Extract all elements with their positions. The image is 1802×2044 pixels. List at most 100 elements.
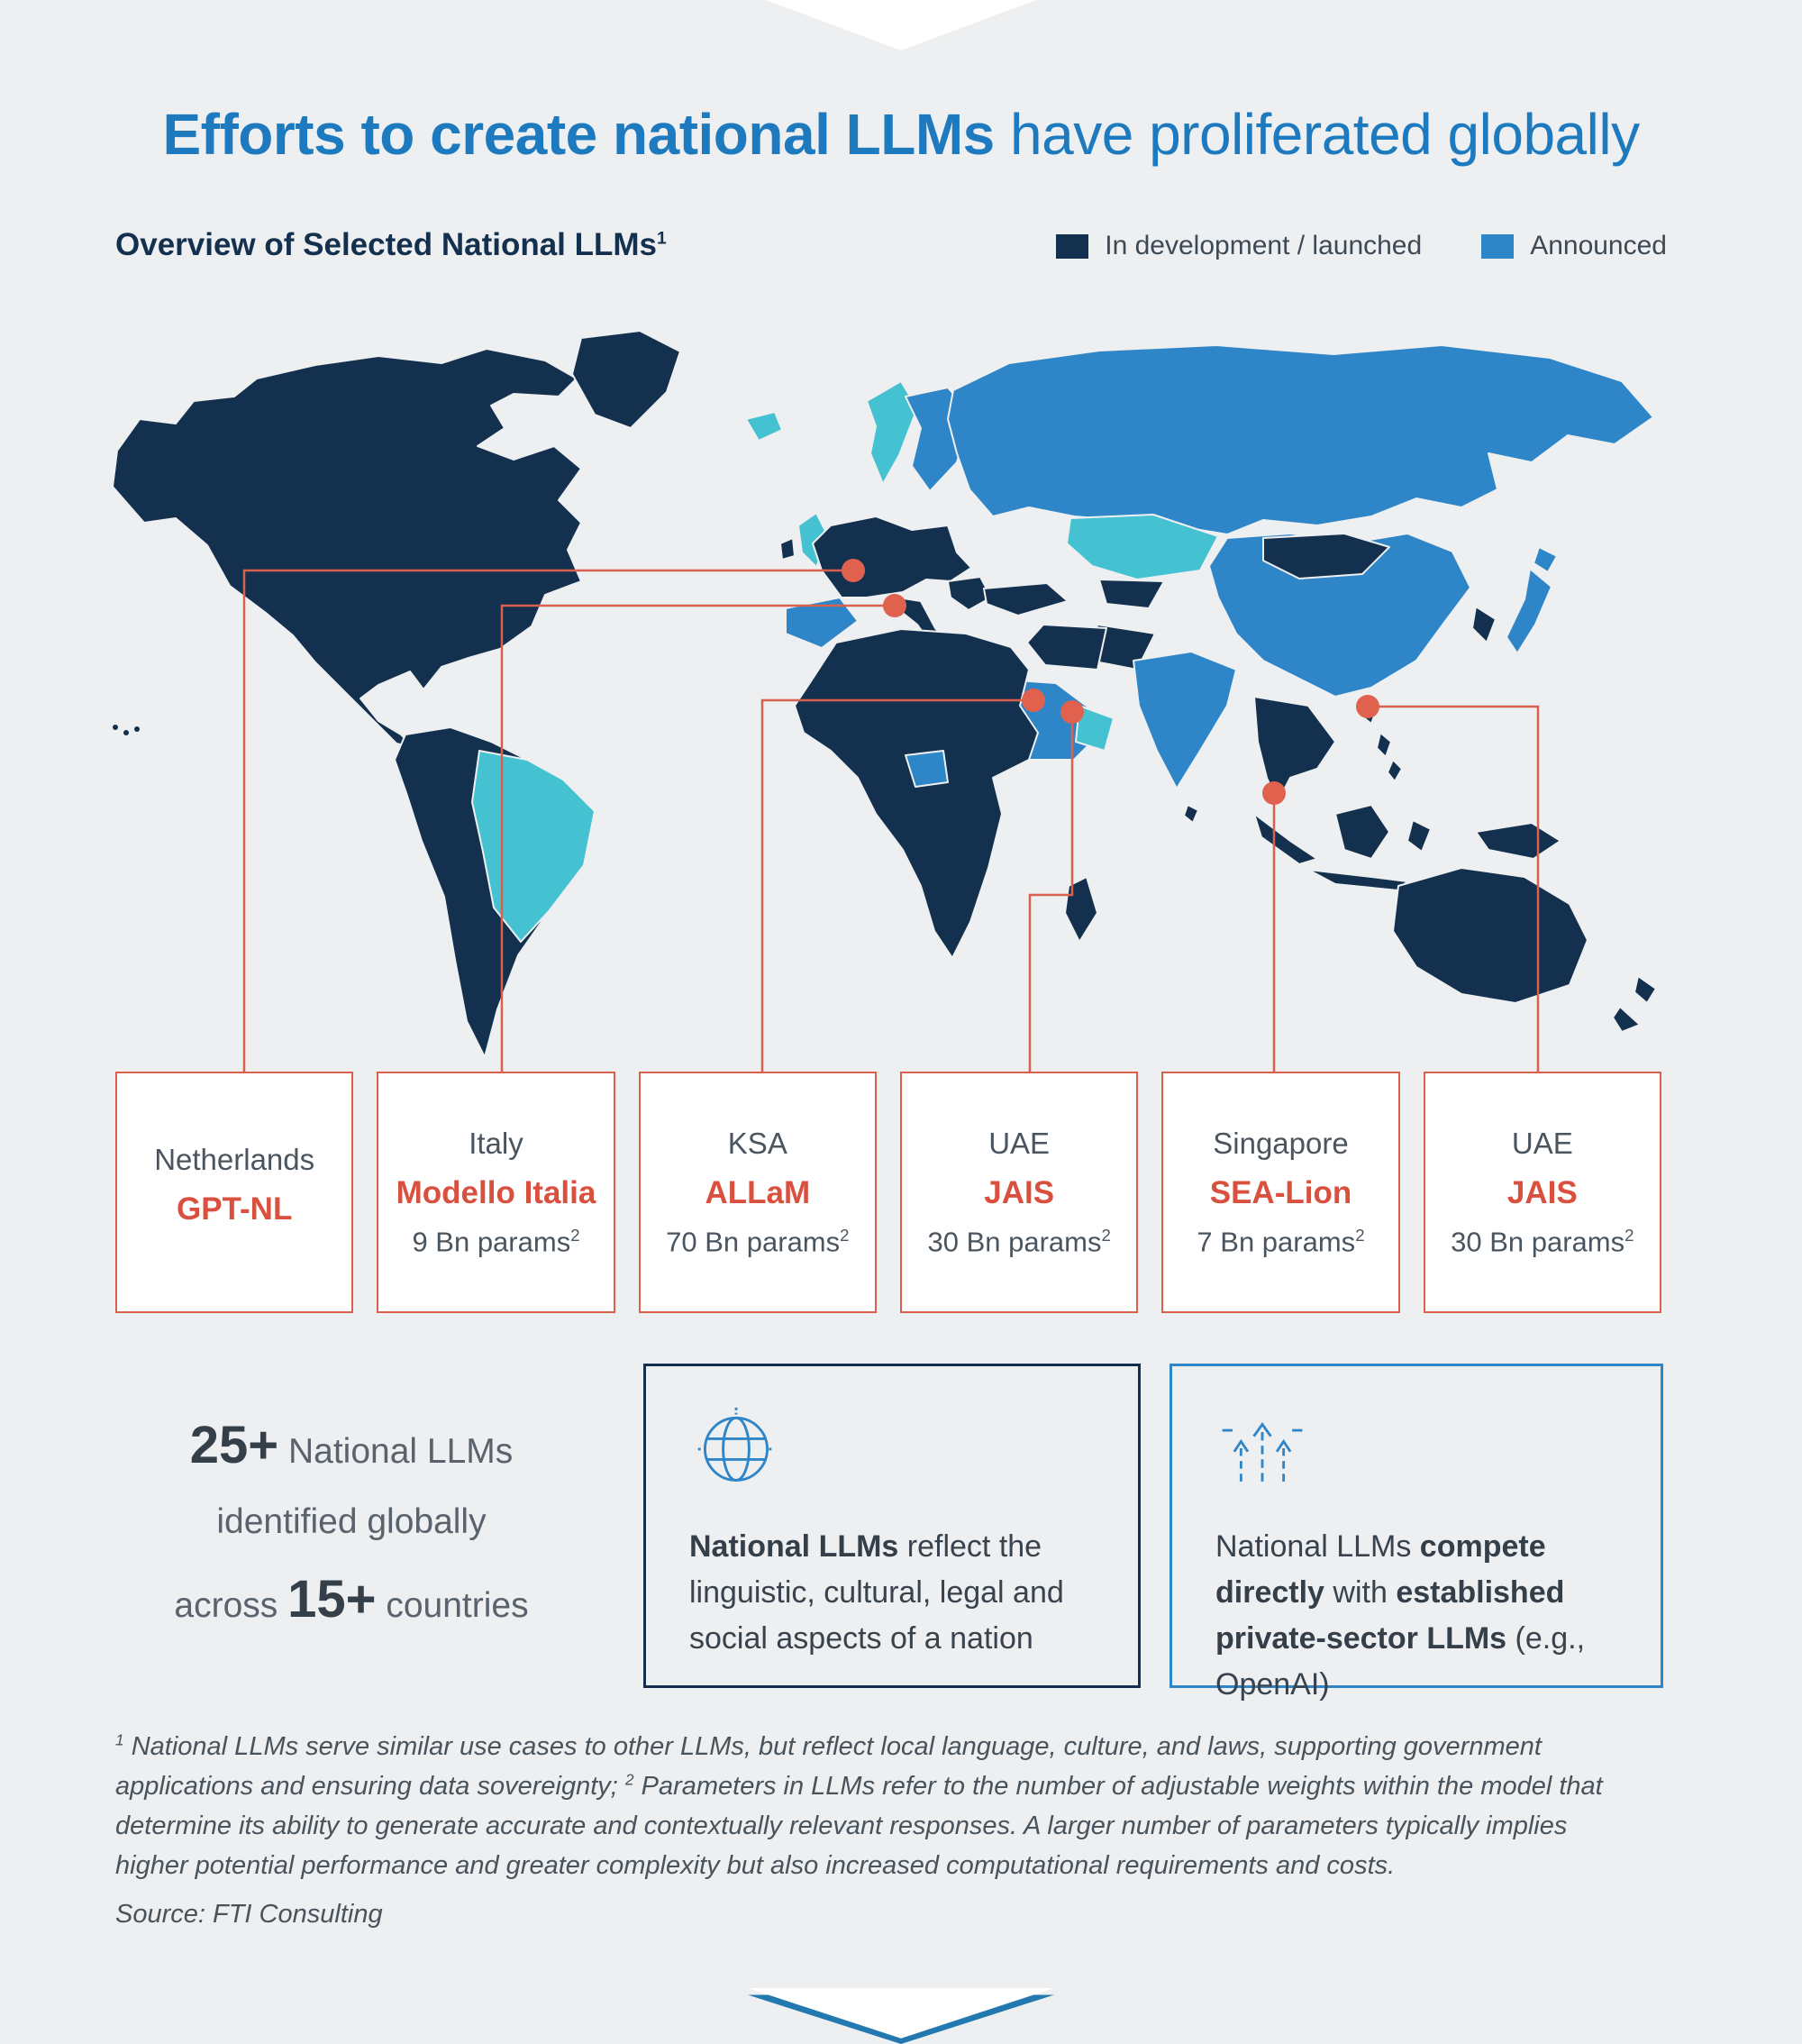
stat-countries-prefix: across: [174, 1586, 288, 1625]
callout-params: 30 Bn params2: [927, 1226, 1110, 1258]
map-marker-netherlands: [842, 559, 865, 582]
country-turkey: [983, 582, 1069, 616]
stat-countries-suffix: countries: [376, 1586, 529, 1625]
island-borneo: [1334, 804, 1390, 860]
info-text-reflect: National LLMs reflect the linguistic, cu…: [689, 1524, 1095, 1662]
callout-country: Netherlands: [154, 1143, 315, 1176]
country-north-america: [112, 348, 582, 749]
country-madagascar: [1064, 876, 1098, 943]
callout-params: 30 Bn params2: [1451, 1226, 1634, 1258]
footnote-2: Parameters in LLMs refer to the number o…: [115, 1772, 1603, 1881]
growth-arrows-icon: [1222, 1422, 1303, 1482]
island-dot: [123, 730, 129, 735]
callout-model: Modello Italia: [396, 1174, 596, 1210]
stat-llm-label: National LLMs: [287, 1432, 514, 1471]
island-dot: [134, 726, 140, 732]
callout-params: 9 Bn params2: [412, 1226, 579, 1258]
country-philippines: [1376, 732, 1392, 758]
stat-llm-count: 25+: [189, 1416, 279, 1474]
footnotes: 1 National LLMs serve similar use cases …: [115, 1727, 1611, 1934]
country-new-zealand-south: [1612, 1006, 1641, 1033]
callout-params: 7 Bn params2: [1197, 1226, 1364, 1258]
country-norway: [866, 380, 918, 485]
callout-country: UAE: [988, 1126, 1051, 1160]
island-java: [1307, 869, 1408, 891]
legend-swatch-announced: [1481, 233, 1515, 259]
info-text-compete-p2: with: [1324, 1575, 1397, 1610]
stat-country-count: 15+: [287, 1570, 377, 1629]
stats-line-3: across 15+ countries: [135, 1569, 568, 1629]
info-text-compete: National LLMs compete directly with esta…: [1215, 1524, 1617, 1708]
callout-params-text: 30 Bn params: [1451, 1226, 1625, 1258]
country-new-zealand-north: [1634, 975, 1657, 1004]
top-section-divider: [766, 0, 1036, 50]
country-philippines-south: [1387, 759, 1403, 782]
callout-params-footnote-marker: 2: [840, 1225, 850, 1245]
callout-country: UAE: [1511, 1126, 1573, 1160]
region-southeast-asia: [1253, 696, 1336, 803]
region-central-europe: [812, 516, 972, 598]
legend-swatch-in-development: [1056, 233, 1089, 259]
country-japan-north: [1533, 546, 1558, 573]
callout-params-text: 7 Bn params: [1197, 1226, 1356, 1258]
callout-row: Netherlands GPT-NL Italy Modello Italia …: [115, 1072, 1661, 1313]
map-marker-italy: [883, 594, 906, 617]
info-box-national-llms: National LLMs reflect the linguistic, cu…: [643, 1364, 1141, 1688]
legend-label-in-development: In development / launched: [1105, 231, 1423, 260]
info-text-compete-b2: established private-sector LLMs: [1215, 1575, 1565, 1656]
country-russia: [947, 344, 1654, 535]
region-central-asia: [1098, 579, 1165, 609]
country-iran: [1026, 624, 1107, 671]
callout-country: Italy: [469, 1126, 523, 1160]
legend: In development / launched Announced: [1056, 231, 1667, 261]
world-map: [112, 330, 1657, 1058]
bottom-chevron-white: [748, 1988, 1054, 2039]
footnote-marker-2: 2: [624, 1770, 634, 1789]
chart-subtitle: Overview of Selected National LLMs1: [115, 227, 667, 263]
map-marker-ksa: [1022, 689, 1045, 712]
info-text-reflect-rest: reflect the linguistic, cultural, legal …: [689, 1529, 1064, 1656]
continent-north-america: [112, 330, 681, 749]
callout-params-footnote-marker: 2: [1355, 1225, 1365, 1245]
country-africa: [794, 628, 1039, 959]
country-india: [1133, 651, 1237, 789]
country-uae-oman: [1075, 705, 1115, 752]
map-markers: [842, 559, 1379, 805]
map-marker-singapore: [1262, 781, 1286, 805]
callout-params-text: 9 Bn params: [412, 1226, 571, 1258]
country-mongolia: [1262, 533, 1390, 579]
continent-south-america: [394, 726, 596, 1058]
callout-singapore: Singapore SEA-Lion 7 Bn params2: [1161, 1072, 1400, 1313]
callout-uae: UAE JAIS 30 Bn params2: [899, 1072, 1139, 1313]
callout-params: 70 Bn params2: [666, 1226, 849, 1258]
map-marker-uae: [1060, 700, 1084, 724]
callout-ksa: KSA ALLaM 70 Bn params2: [638, 1072, 877, 1313]
country-korea: [1471, 606, 1497, 643]
callout-country: Singapore: [1213, 1126, 1349, 1160]
callout-params-footnote-marker: 2: [1625, 1225, 1634, 1245]
country-greenland: [571, 330, 681, 429]
country-kazakhstan: [1066, 514, 1219, 580]
country-ireland: [779, 537, 796, 561]
country-japan: [1506, 568, 1552, 654]
footnote-text: 1 National LLMs serve similar use cases …: [115, 1727, 1611, 1885]
region-balkans-greece: [947, 576, 992, 611]
callout-params-text: 30 Bn params: [927, 1226, 1102, 1258]
title-rest: have proliferated globally: [994, 102, 1640, 167]
footnote-1: National LLMs serve similar use cases to…: [115, 1732, 1542, 1802]
legend-item-announced: Announced: [1481, 231, 1667, 261]
callout-model: SEA-Lion: [1209, 1174, 1352, 1210]
country-china: [1208, 533, 1471, 698]
legend-item-in-development: In development / launched: [1056, 231, 1422, 261]
globe-icon: [697, 1407, 775, 1482]
country-australia: [1392, 867, 1588, 1004]
callout-italy: Italy Modello Italia 9 Bn params2: [377, 1072, 615, 1313]
island-sumatra: [1253, 813, 1318, 865]
continent-oceania: [1392, 822, 1657, 1033]
callout-country: KSA: [727, 1126, 787, 1160]
map-marker-east-asia: [1356, 695, 1379, 718]
island-new-guinea: [1475, 822, 1561, 860]
info-text-reflect-bold: National LLMs: [689, 1529, 899, 1564]
island-sulawesi: [1406, 819, 1432, 853]
